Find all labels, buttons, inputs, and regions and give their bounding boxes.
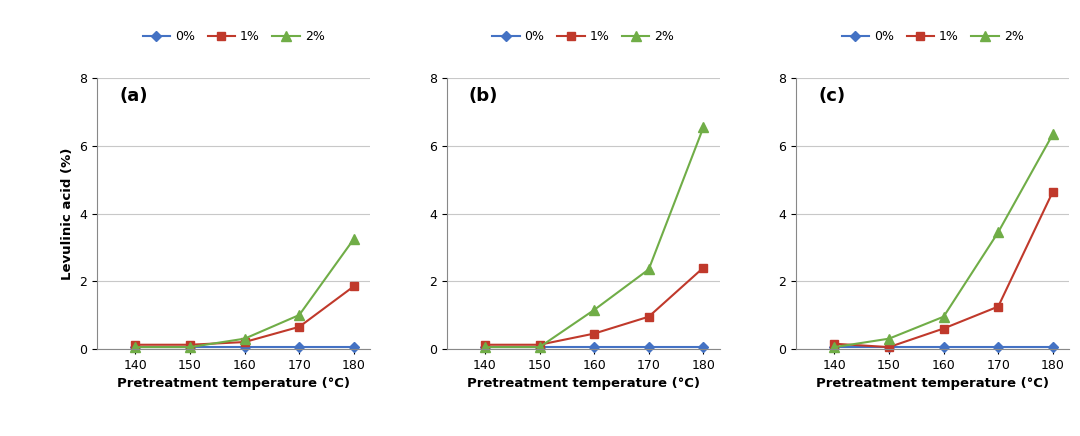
Line: 2%: 2% <box>829 129 1057 352</box>
1% <box>129 342 141 347</box>
0% <box>588 344 600 350</box>
Legend: 0%, 1%, 2%: 0%, 1%, 2% <box>137 25 329 48</box>
2% <box>697 125 710 130</box>
Text: (b): (b) <box>469 87 498 105</box>
Y-axis label: Levulinic acid (%): Levulinic acid (%) <box>60 147 73 280</box>
0% <box>643 344 656 350</box>
0% <box>478 344 491 350</box>
Line: 2%: 2% <box>131 234 359 352</box>
2% <box>882 336 895 341</box>
1% <box>184 342 197 347</box>
Line: 0%: 0% <box>132 344 357 351</box>
2% <box>348 236 361 242</box>
0% <box>991 344 1004 350</box>
1% <box>239 339 252 344</box>
0% <box>534 344 546 350</box>
1% <box>478 342 491 347</box>
Legend: 0%, 1%, 2%: 0%, 1%, 2% <box>487 25 679 48</box>
2% <box>478 344 491 350</box>
Text: (c): (c) <box>818 87 846 105</box>
Line: 1%: 1% <box>132 282 357 349</box>
2% <box>239 336 252 341</box>
1% <box>882 344 895 350</box>
0% <box>1047 344 1059 350</box>
X-axis label: Pretreatment temperature (°C): Pretreatment temperature (°C) <box>118 377 350 390</box>
1% <box>534 342 546 347</box>
1% <box>588 331 600 336</box>
1% <box>643 314 656 319</box>
2% <box>991 230 1004 235</box>
2% <box>293 312 306 317</box>
0% <box>697 344 710 350</box>
Line: 0%: 0% <box>831 344 1056 351</box>
2% <box>534 344 546 350</box>
2% <box>937 314 950 319</box>
0% <box>348 344 361 350</box>
0% <box>239 344 252 350</box>
0% <box>129 344 141 350</box>
0% <box>828 344 841 350</box>
2% <box>129 344 141 350</box>
2% <box>643 267 656 272</box>
X-axis label: Pretreatment temperature (°C): Pretreatment temperature (°C) <box>467 377 700 390</box>
1% <box>1047 189 1059 194</box>
2% <box>184 344 197 350</box>
Line: 2%: 2% <box>480 123 708 352</box>
Line: 0%: 0% <box>482 344 706 351</box>
X-axis label: Pretreatment temperature (°C): Pretreatment temperature (°C) <box>816 377 1049 390</box>
1% <box>991 304 1004 309</box>
0% <box>937 344 950 350</box>
1% <box>348 284 361 289</box>
0% <box>293 344 306 350</box>
Text: (a): (a) <box>119 87 148 105</box>
Legend: 0%, 1%, 2%: 0%, 1%, 2% <box>837 25 1029 48</box>
2% <box>828 344 841 350</box>
2% <box>588 307 600 313</box>
1% <box>828 341 841 346</box>
2% <box>1047 132 1059 137</box>
1% <box>697 265 710 270</box>
0% <box>882 344 895 350</box>
1% <box>293 324 306 330</box>
Line: 1%: 1% <box>831 187 1057 351</box>
0% <box>184 344 197 350</box>
Line: 1%: 1% <box>481 263 707 349</box>
1% <box>937 326 950 331</box>
